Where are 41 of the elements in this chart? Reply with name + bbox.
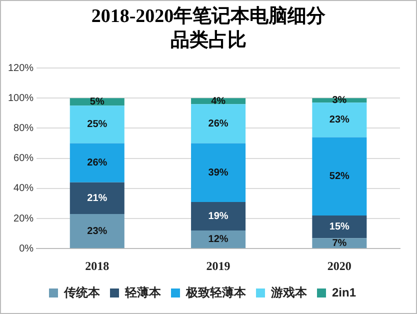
bar [191,202,246,231]
legend-label: 游戏本 [270,285,308,300]
bar [191,230,246,248]
data-label: 23% [329,114,350,126]
bar [70,214,124,248]
x-tick-label: 2020 [327,258,352,273]
y-tick-label: 20% [14,213,34,224]
data-label: 12% [208,234,228,246]
data-label: 5% [90,96,104,108]
bar [312,215,367,238]
y-tick-label: 40% [14,183,34,194]
legend-label: 传统本 [62,285,101,300]
bar [191,143,246,202]
data-label: 4% [211,96,226,107]
bar [312,102,367,138]
data-label: 23% [87,226,108,237]
data-label: 7% [332,238,347,249]
y-tick-label: 60% [14,153,34,164]
legend-label: 轻薄本 [124,285,162,300]
y-tick-label: 120% [8,62,34,74]
bar [312,137,367,216]
data-label: 26% [208,118,228,130]
chart-title: 2018-2020年笔记本电脑细分品类占比 [90,5,327,53]
bar [70,182,124,214]
y-tick-label: 100% [8,92,34,104]
data-label: 39% [208,167,228,178]
y-tick-label: 80% [14,122,34,134]
data-label: 15% [329,222,350,233]
x-tick-label: 2018 [85,258,110,273]
bar [70,106,124,144]
legend-label: 极致轻薄本 [184,285,247,300]
data-label: 19% [208,210,228,222]
legend-label: 2in1 [332,285,356,300]
y-tick-label: 0% [19,243,34,254]
data-label: 21% [87,192,108,204]
data-label: 26% [87,158,108,169]
data-label: 52% [329,171,350,182]
data-label: 25% [87,119,108,130]
x-tick-label: 2019 [206,258,230,273]
bar [191,104,246,144]
bar [70,143,124,182]
